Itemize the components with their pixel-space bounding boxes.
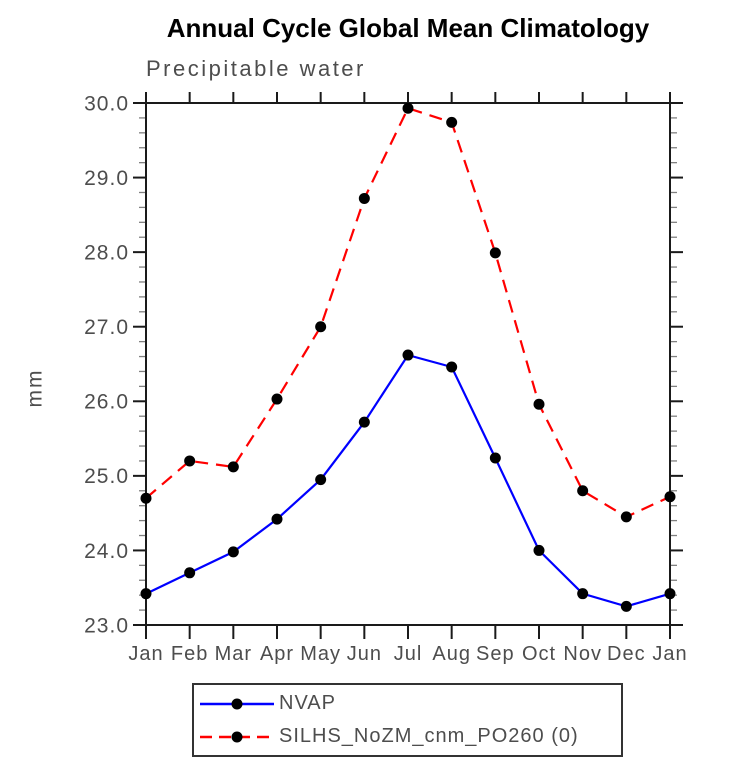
y-tick-label: 30.0 — [84, 92, 129, 115]
series-marker-silhs — [184, 455, 196, 467]
series-marker-nvap — [489, 452, 501, 464]
series-marker-silhs — [664, 491, 676, 503]
series-marker-silhs — [315, 321, 327, 333]
series-marker-nvap — [140, 588, 152, 600]
legend-line-sample-nvap — [200, 698, 274, 709]
series-marker-nvap — [402, 349, 414, 361]
series-marker-nvap — [577, 588, 589, 600]
y-tick-label: 28.0 — [84, 241, 129, 264]
y-tick-label: 24.0 — [84, 540, 129, 563]
y-tick-label: 26.0 — [84, 391, 129, 414]
x-tick-label: Oct — [522, 643, 556, 665]
series-marker-silhs — [358, 192, 370, 204]
series-marker-silhs — [402, 102, 414, 114]
x-tick-label: Apr — [260, 643, 294, 665]
x-tick-label: Jun — [347, 643, 382, 665]
x-tick-label: Jul — [394, 643, 423, 665]
series-marker-nvap — [664, 588, 676, 600]
series-marker-silhs — [446, 116, 458, 128]
series-marker-silhs — [271, 393, 283, 405]
x-tick-label: Mar — [215, 643, 252, 665]
series-marker-nvap — [184, 567, 196, 579]
series-marker-nvap — [358, 416, 370, 428]
series-marker-nvap — [533, 544, 545, 556]
series-marker-silhs — [227, 461, 239, 473]
series-marker-silhs — [533, 398, 545, 410]
x-tick-label: May — [300, 643, 341, 665]
x-tick-label: Jan — [652, 643, 687, 665]
legend-box: NVAP SILHS_NoZM_cnm_PO260 (0) — [192, 683, 623, 757]
chart-subtitle: Precipitable water — [146, 56, 366, 81]
legend-item-silhs: SILHS_NoZM_cnm_PO260 (0) — [198, 720, 621, 753]
plot-frame — [145, 102, 671, 626]
legend-item-nvap: NVAP — [198, 687, 621, 720]
x-tick-label: Jan — [128, 643, 163, 665]
series-marker-silhs — [140, 492, 152, 504]
series-marker-nvap — [271, 513, 283, 525]
x-tick-label: Feb — [171, 643, 208, 665]
x-tick-label: Aug — [432, 643, 471, 665]
y-tick-label: 25.0 — [84, 465, 129, 488]
x-tick-label: Nov — [563, 643, 602, 665]
legend-label-nvap: NVAP — [279, 692, 336, 714]
chart-title: Annual Cycle Global Mean Climatology — [166, 13, 650, 43]
series-marker-nvap — [620, 600, 632, 612]
x-tick-label: Dec — [607, 643, 646, 665]
series-marker-nvap — [446, 361, 458, 373]
series-marker-silhs — [577, 485, 589, 497]
series-line-nvap — [145, 353, 671, 608]
series-marker-nvap — [227, 546, 239, 558]
series-marker-nvap — [315, 474, 327, 486]
y-tick-label: 29.0 — [84, 167, 129, 190]
legend-label-silhs: SILHS_NoZM_cnm_PO260 (0) — [279, 725, 579, 747]
legend-line-sample-silhs — [200, 731, 274, 742]
series-marker-silhs — [489, 247, 501, 259]
series-line-silhs — [145, 106, 671, 519]
series-marker-silhs — [620, 511, 632, 523]
y-tick-label: 27.0 — [84, 316, 129, 339]
y-tick-label: 23.0 — [84, 614, 129, 637]
x-tick-label: Sep — [476, 643, 515, 665]
